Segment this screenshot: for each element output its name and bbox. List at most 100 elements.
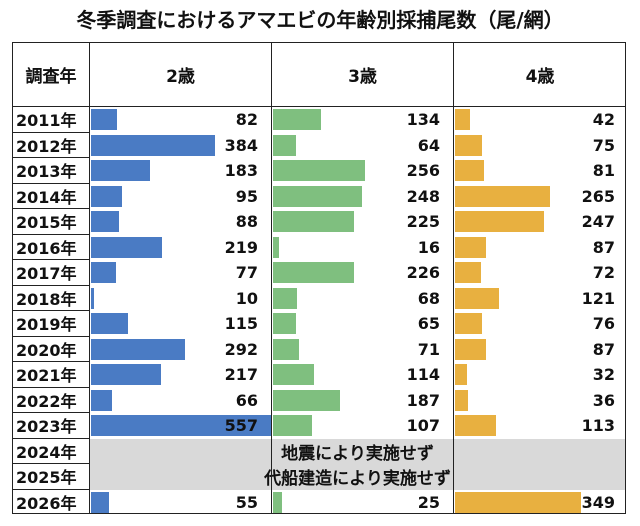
bar-age-4 [455, 313, 483, 335]
bar-age-3 [273, 160, 366, 182]
value-label: 225 [406, 212, 440, 231]
value-label: 32 [592, 365, 615, 384]
value-label: 349 [581, 492, 615, 512]
value-label: 55 [235, 492, 258, 512]
bar-age-4 [455, 338, 487, 360]
bar-age-2 [91, 134, 216, 156]
value-label: 72 [592, 263, 615, 282]
bar-age-4 [455, 491, 581, 513]
value-label: 384 [224, 135, 258, 155]
year-label: 2020年 [13, 337, 89, 362]
data-table: 調査年 2歳 3歳 4歳 地震により実施せず 代船建造により実施せず 2011年… [12, 42, 626, 514]
header-age-4: 4歳 [454, 43, 626, 107]
value-label: 265 [581, 186, 615, 206]
value-label: 226 [406, 263, 440, 282]
bar-age-2 [91, 364, 162, 386]
bar-age-4 [455, 134, 482, 156]
bar-age-2 [91, 313, 129, 335]
value-label: 25 [417, 492, 440, 512]
value-label: 292 [224, 339, 258, 359]
year-label: 2015年 [13, 209, 89, 235]
value-label: 87 [592, 339, 615, 359]
bar-age-2 [91, 236, 162, 258]
bar-age-3 [273, 185, 363, 207]
bar-age-3 [273, 287, 298, 309]
value-label: 68 [417, 288, 440, 308]
bar-age-4 [455, 287, 499, 309]
value-label: 77 [235, 263, 258, 282]
bar-age-2 [91, 211, 120, 233]
value-label: 115 [224, 314, 258, 333]
year-label: 2016年 [13, 235, 89, 260]
bar-age-3 [273, 262, 355, 284]
value-label: 107 [406, 416, 440, 435]
bar-age-4 [455, 211, 544, 233]
year-label: 2026年 [16, 494, 77, 514]
value-label: 36 [592, 390, 615, 410]
bar-age-2 [91, 491, 109, 513]
divider [270, 43, 272, 513]
value-label: 10 [235, 288, 258, 308]
bar-age-3 [273, 134, 297, 156]
value-label: 64 [417, 135, 440, 155]
bar-age-2 [91, 262, 116, 284]
not-surveyed-band: 地震により実施せず 代船建造により実施せず [90, 438, 625, 490]
year-label: 2022年 [13, 388, 89, 413]
bar-age-3 [273, 338, 299, 360]
bar-age-2 [91, 415, 271, 437]
year-label: 2025年 [13, 464, 89, 490]
bar-age-2 [91, 160, 151, 182]
year-label: 2024年 [13, 439, 89, 464]
value-label: 65 [417, 314, 440, 333]
bar-age-3 [273, 389, 341, 411]
header-year: 調査年 [13, 43, 89, 107]
value-label: 95 [235, 186, 258, 206]
bar-age-3 [273, 415, 312, 437]
value-label: 82 [235, 110, 258, 129]
value-label: 217 [224, 365, 258, 384]
value-label: 256 [406, 161, 440, 180]
value-label: 114 [406, 365, 440, 384]
year-label: 2019年 [13, 311, 89, 337]
value-label: 219 [224, 237, 258, 257]
bar-age-3 [273, 491, 282, 513]
header-age-3: 3歳 [272, 43, 453, 107]
year-label: 2021年 [13, 362, 89, 388]
note-2024: 地震により実施せず [281, 443, 434, 464]
value-label: 88 [235, 212, 258, 231]
bar-age-4 [455, 389, 468, 411]
value-label: 81 [592, 161, 615, 180]
bar-age-2 [91, 338, 186, 360]
year-label: 2013年 [13, 158, 89, 184]
value-label: 134 [406, 110, 440, 129]
bar-age-4 [455, 236, 487, 258]
value-label: 66 [235, 390, 258, 410]
year-label: 2023年 [13, 413, 89, 439]
bar-age-3 [273, 364, 315, 386]
value-label: 113 [581, 416, 615, 435]
value-label: 248 [406, 186, 440, 206]
bar-age-2 [91, 389, 113, 411]
note-2025: 代船建造により実施せず [264, 469, 451, 490]
value-label: 183 [224, 161, 258, 180]
value-label: 187 [406, 390, 440, 410]
bar-age-4 [455, 415, 496, 437]
bar-age-2 [91, 287, 95, 309]
value-label: 42 [592, 110, 615, 129]
year-label: 2012年 [13, 133, 89, 158]
chart-title: 冬季調査におけるアマエビの年齢別採捕尾数（尾/網） [76, 8, 564, 32]
value-label: 87 [592, 237, 615, 257]
year-label: 2017年 [13, 260, 89, 286]
bar-age-2 [91, 185, 122, 207]
bar-age-4 [455, 364, 467, 386]
value-label: 16 [417, 237, 440, 257]
divider [88, 43, 90, 513]
bar-age-2 [91, 109, 118, 131]
bar-age-4 [455, 262, 481, 284]
value-label: 75 [592, 135, 615, 155]
year-label: 2014年 [13, 184, 89, 209]
divider [452, 43, 454, 513]
value-label: 557 [224, 416, 258, 435]
value-label: 71 [417, 339, 440, 359]
bar-age-3 [273, 211, 354, 233]
